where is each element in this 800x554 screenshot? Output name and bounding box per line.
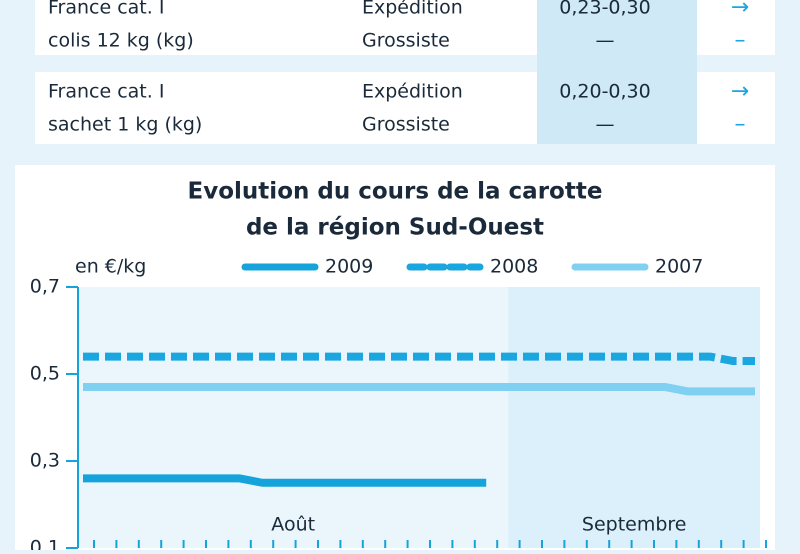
table-cell: 0,23-0,30 xyxy=(559,0,650,19)
series-line xyxy=(83,352,755,365)
month-label: Septembre xyxy=(582,514,687,536)
table-cell: France cat. I xyxy=(48,0,164,19)
y-tick-label: 0,5 xyxy=(30,363,60,385)
series-line xyxy=(83,474,487,487)
table-cell: – xyxy=(735,28,746,53)
table-cell: sachet 1 kg (kg) xyxy=(48,114,202,136)
table-cell: Expédition xyxy=(362,0,463,19)
y-axis-label: en €/kg xyxy=(75,256,146,278)
series-line xyxy=(83,383,755,396)
table-cell: – xyxy=(735,112,746,137)
price-col xyxy=(537,0,697,144)
legend-label: 2009 xyxy=(325,256,373,278)
table-cell: — xyxy=(596,114,615,136)
chart-title: de la région Sud-Ouest xyxy=(246,215,544,241)
table-cell: 0,20-0,30 xyxy=(559,81,650,103)
month-label: Août xyxy=(271,514,315,536)
y-tick-label: 0,3 xyxy=(30,450,60,472)
table-cell: Grossiste xyxy=(362,114,450,136)
table-cell: — xyxy=(596,30,615,52)
month-bg xyxy=(508,287,760,548)
table-cell: Expédition xyxy=(362,81,463,103)
legend-label: 2007 xyxy=(655,256,703,278)
table-cell: → xyxy=(731,79,749,104)
y-tick-label: 0,7 xyxy=(30,276,60,298)
table-cell: Grossiste xyxy=(362,30,450,52)
chart-title: Evolution du cours de la carotte xyxy=(188,179,603,205)
y-tick-label: 0,1 xyxy=(30,537,60,551)
table-cell: colis 12 kg (kg) xyxy=(48,30,194,52)
table-cell: → xyxy=(731,0,749,20)
table-cell: France cat. I xyxy=(48,81,164,103)
legend-label: 2008 xyxy=(490,256,538,278)
